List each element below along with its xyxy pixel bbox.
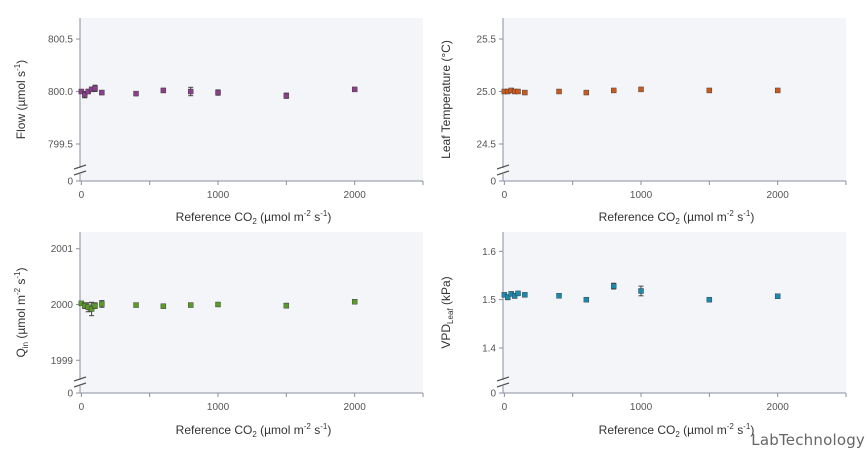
data-point — [522, 292, 528, 298]
y-tick-label: 799.5 — [48, 140, 73, 151]
y-tick-label: 0 — [67, 177, 73, 188]
x-tick-label: 0 — [502, 190, 508, 201]
data-point — [215, 89, 221, 96]
data-point — [515, 290, 521, 297]
y-tick-label: 1.6 — [482, 247, 496, 258]
data-point — [215, 301, 221, 308]
x-tick-label: 2000 — [767, 190, 790, 201]
data-point — [556, 293, 562, 299]
data-point — [283, 92, 290, 99]
y-tick-label: 1.4 — [482, 344, 496, 355]
x-axis-label: Reference CO2 (µmol m-2 s-1) — [176, 209, 332, 226]
data-point — [610, 283, 617, 289]
x-tick-label: 1000 — [630, 190, 653, 201]
plot-background — [503, 232, 846, 393]
y-tick-label: 0 — [490, 177, 496, 188]
data-point — [638, 86, 644, 93]
data-point — [160, 303, 167, 309]
data-point — [774, 87, 781, 94]
x-tick-label: 1000 — [207, 402, 230, 413]
axis-break-mark — [73, 382, 87, 388]
data-point — [351, 86, 358, 93]
plot-background — [503, 18, 846, 181]
data-point — [638, 288, 644, 294]
y-tick-label: 0 — [67, 389, 73, 400]
data-point — [82, 91, 88, 98]
data-point — [610, 87, 617, 94]
data-point — [187, 88, 194, 95]
axis-break-mark — [73, 164, 87, 170]
x-axis-label: Reference CO2 (µmol m-2 s-1) — [176, 422, 332, 439]
y-tick-label: 25.0 — [477, 87, 497, 98]
y-tick-label: 800.0 — [48, 87, 73, 98]
y-tick-label: 24.5 — [477, 140, 497, 151]
data-point — [133, 90, 139, 97]
data-point — [583, 296, 590, 303]
plot-background — [80, 18, 423, 181]
data-point — [187, 302, 194, 308]
y-axis-label: Leaf Temperature (°C) — [439, 40, 453, 159]
watermark: LabTechnology — [751, 431, 865, 449]
data-point — [556, 88, 562, 95]
axis-break-mark — [496, 164, 510, 170]
y-tick-label: 800.5 — [48, 35, 73, 46]
y-tick-label: 2000 — [51, 300, 74, 311]
axis-break-mark — [496, 376, 510, 382]
x-tick-label: 1000 — [630, 402, 653, 413]
x-tick-label: 1000 — [207, 190, 230, 201]
x-axis-label: Reference CO2 (µmol m-2 s-1) — [599, 422, 755, 439]
data-point — [283, 302, 290, 309]
data-point — [351, 299, 358, 305]
x-tick-label: 2000 — [344, 190, 367, 201]
x-tick-label: 2000 — [767, 402, 790, 413]
data-point — [522, 89, 528, 96]
axis-break-mark — [496, 382, 510, 388]
x-axis-label: Reference CO2 (µmol m-2 s-1) — [599, 209, 755, 226]
chart-panel-1: 799.5 800.0 800.5 00 1000 2000 Reference CO2 (… — [13, 18, 424, 226]
data-point — [92, 302, 98, 309]
y-tick-label: 2001 — [51, 244, 74, 255]
data-point — [99, 301, 105, 307]
chart-panel-4: 1.4 1.5 1.6 00 1000 2000 Reference CO2 (µmol m… — [439, 232, 847, 439]
y-tick-label: 1.5 — [482, 295, 496, 306]
y-axis-label: Flow (µmol s-1) — [13, 60, 28, 139]
axis-break-mark — [496, 170, 510, 176]
plot-background — [80, 232, 423, 393]
data-point — [706, 87, 713, 94]
data-point — [515, 88, 521, 95]
data-point — [583, 89, 590, 96]
data-point — [706, 296, 713, 303]
x-tick-label: 2000 — [344, 402, 367, 413]
axis-break-mark — [73, 376, 87, 382]
y-axis-label: VPDLeaf (kPa) — [439, 276, 455, 348]
x-tick-label: 0 — [79, 402, 85, 413]
y-tick-label: 0 — [490, 389, 496, 400]
data-point — [505, 294, 511, 300]
data-point — [88, 306, 95, 312]
data-point — [774, 293, 781, 299]
data-point — [92, 85, 98, 92]
chart-panel-2: 24.5 25.0 25.5 00 1000 2000 Reference CO2 (µmo… — [439, 18, 847, 226]
x-tick-label: 0 — [502, 402, 508, 413]
y-tick-label: 1999 — [51, 356, 74, 367]
y-axis-label: Qin (µmol m-2 s-1) — [13, 267, 30, 357]
data-point — [99, 89, 105, 96]
data-point — [133, 302, 139, 308]
y-tick-label: 25.5 — [477, 35, 497, 46]
axis-break-mark — [73, 170, 87, 176]
x-tick-label: 0 — [79, 190, 85, 201]
data-point — [160, 87, 167, 94]
chart-panel-3: 1999 2000 2001 00 1000 2000 Reference CO2 (µmo… — [13, 232, 424, 439]
